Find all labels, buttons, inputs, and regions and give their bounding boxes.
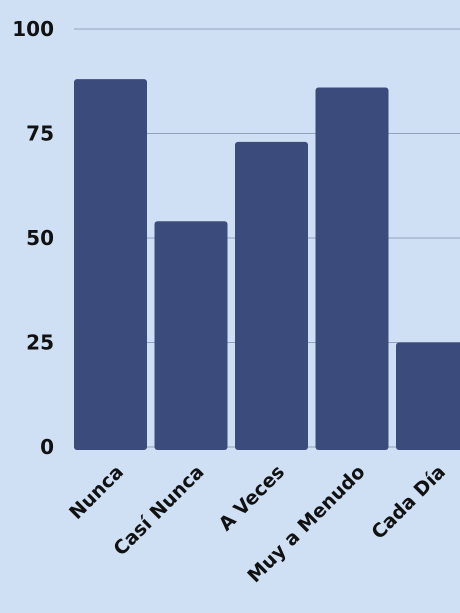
bars xyxy=(74,79,460,451)
x-tick-label: A Veces xyxy=(215,461,289,535)
y-tick-label: 75 xyxy=(26,122,54,146)
bar xyxy=(315,87,389,451)
x-tick-label: Nunca xyxy=(65,461,128,524)
bar xyxy=(74,79,147,450)
bar xyxy=(235,141,308,451)
y-tick-label: 50 xyxy=(26,226,54,250)
x-tick-label: Cada Día xyxy=(367,461,450,544)
bar xyxy=(396,342,460,450)
y-tick-label: 25 xyxy=(26,331,54,355)
y-axis-ticks: 0 25 50 75 100 xyxy=(12,17,54,459)
bar xyxy=(154,221,228,450)
y-tick-label: 0 xyxy=(40,435,54,459)
y-tick-label: 100 xyxy=(12,17,54,41)
